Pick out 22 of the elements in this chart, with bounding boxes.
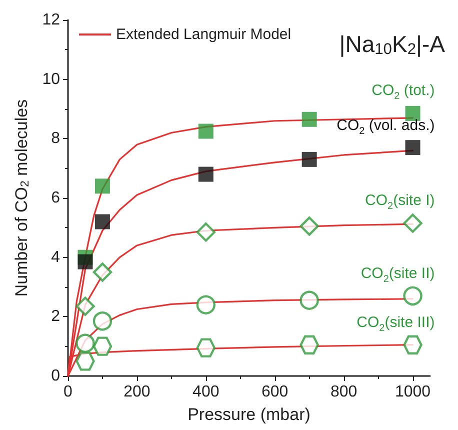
y-tick-label: 8	[51, 130, 60, 148]
series-label: CO$_{2}$ (tot.)	[372, 82, 435, 104]
y-tick-label: 2	[51, 308, 60, 326]
x-tick-label: 1000	[394, 384, 431, 400]
y-tick-label: 12	[42, 12, 60, 28]
x-tick-label: 400	[192, 384, 220, 400]
legend-label: Extended Langmuir Model	[116, 26, 292, 43]
y-tick-label: 10	[42, 70, 60, 88]
series-label: CO$_{2}$(site III)	[356, 314, 435, 336]
text: |Na10K2|-A	[339, 31, 446, 58]
y-tick-label: 0	[51, 368, 60, 384]
y-axis-title: Number of CO2 molecules	[12, 99, 32, 297]
x-axis-title: Pressure (mbar)	[188, 405, 310, 424]
y-tick-label: 4	[51, 248, 60, 266]
x-tick-label: 0	[64, 384, 73, 400]
y-tick-label: 6	[51, 190, 60, 206]
series-label: CO$_{2}$ (vol. ads.)	[336, 116, 435, 139]
x-tick-label: 200	[124, 384, 150, 400]
x-tick-label: 800	[330, 384, 358, 400]
series-label: CO$_{2}$(site II)	[360, 264, 435, 287]
series-label: CO$_{2}$(site I)	[365, 192, 435, 214]
x-tick-label: 600	[262, 384, 288, 400]
